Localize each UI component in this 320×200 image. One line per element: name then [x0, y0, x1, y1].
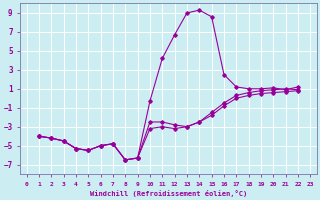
X-axis label: Windchill (Refroidissement éolien,°C): Windchill (Refroidissement éolien,°C): [90, 190, 247, 197]
